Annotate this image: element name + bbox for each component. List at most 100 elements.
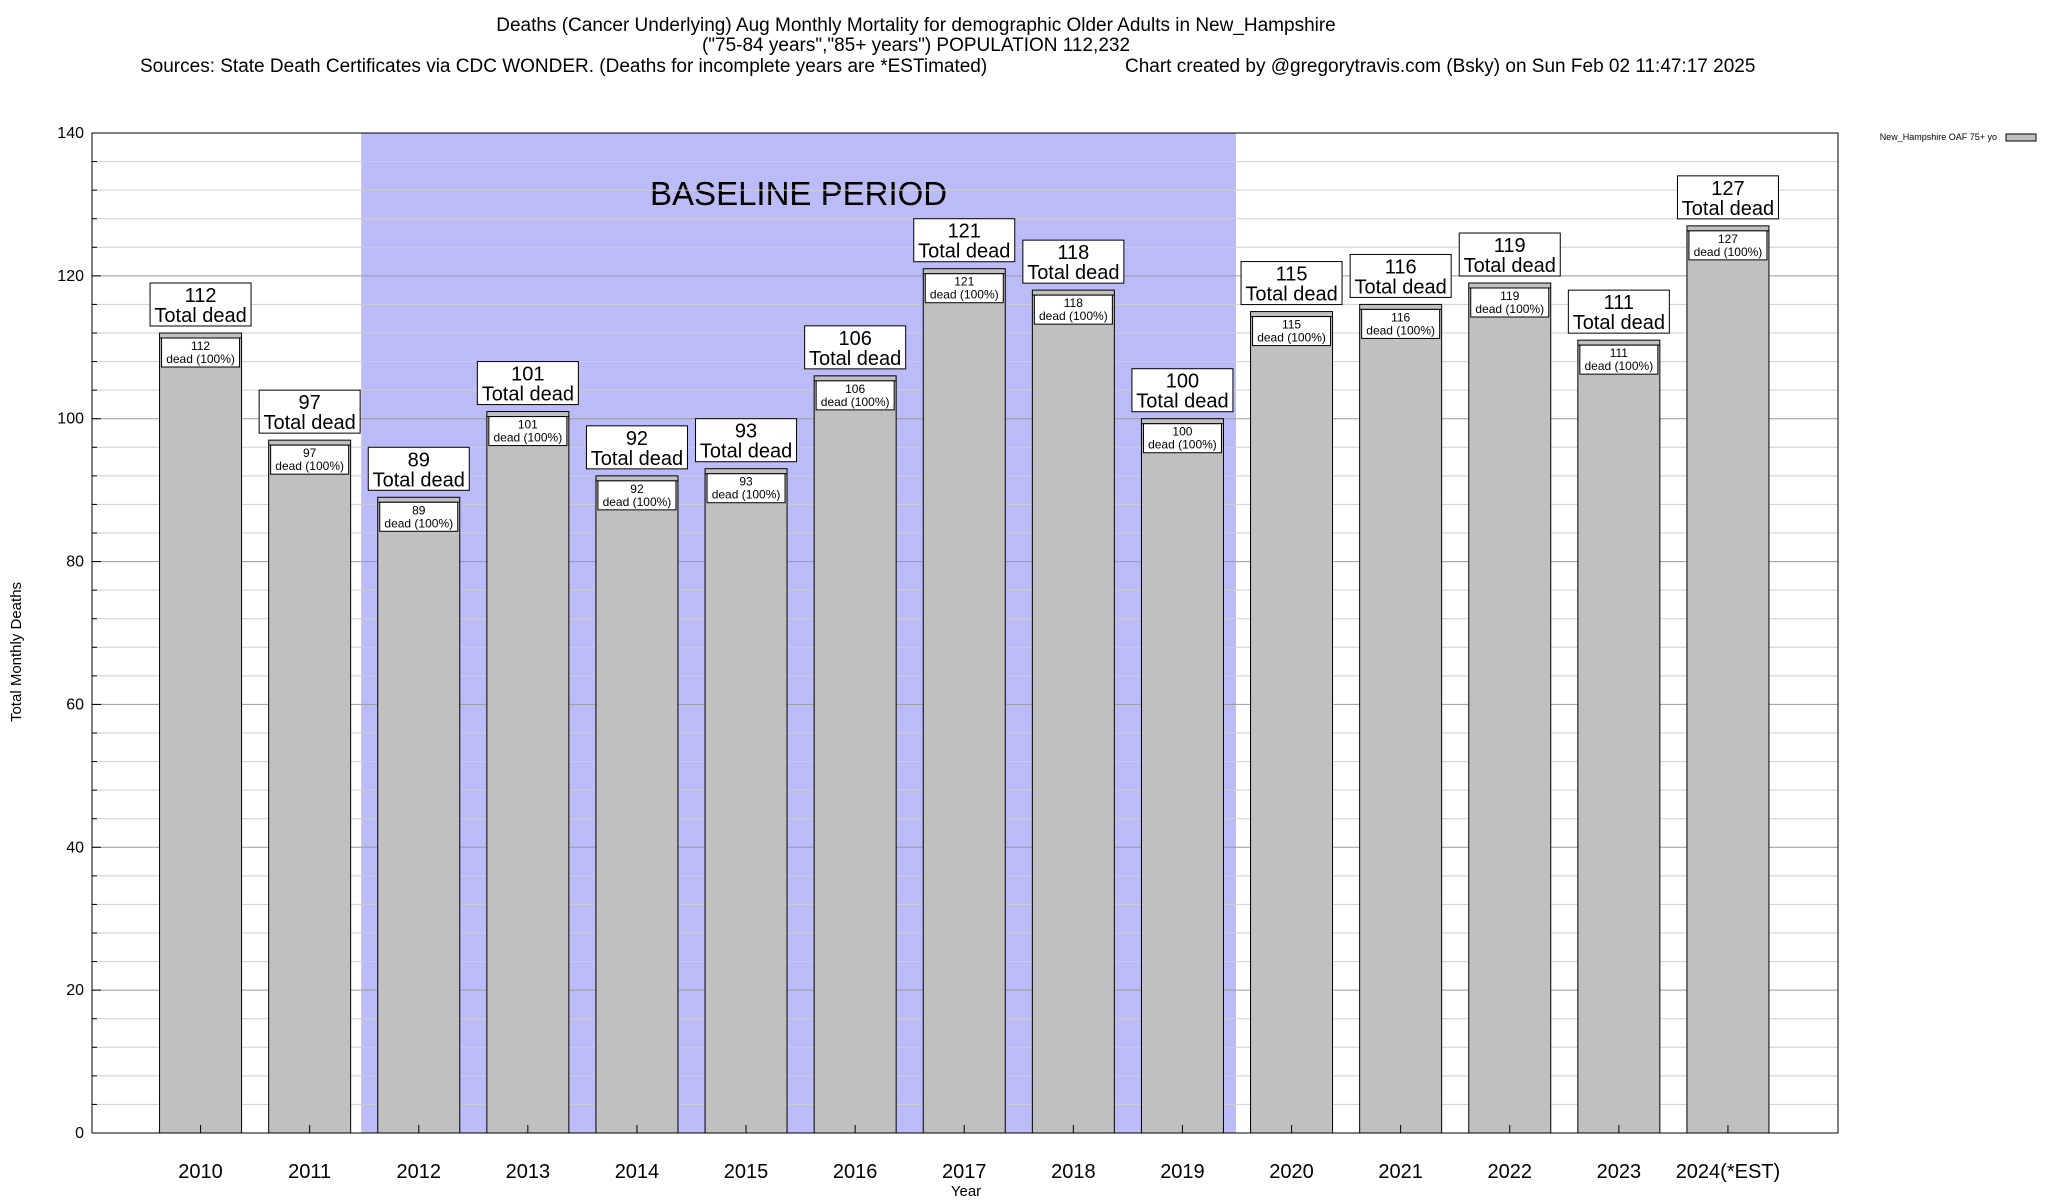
total-dead-label: Total dead <box>591 448 683 470</box>
inner-label-box <box>1579 344 1659 375</box>
inner-dead-label: dead (100%) <box>493 431 562 445</box>
total-label-box <box>1676 175 1779 220</box>
chart-title-line-1: Deaths (Cancer Underlying) Aug Monthly M… <box>496 15 1336 36</box>
x-tick-label: 2010 <box>178 1161 223 1183</box>
total-dead-label: Total dead <box>1355 276 1447 298</box>
y-tick-label: 100 <box>57 411 84 428</box>
total-dead-label: Total dead <box>809 348 901 370</box>
x-tick-label: 2018 <box>1051 1161 1096 1183</box>
inner-value-label: 100 <box>1172 425 1192 439</box>
x-tick-label: 2011 <box>288 1161 331 1183</box>
x-tick-label: 2020 <box>1269 1161 1314 1183</box>
y-tick-label: 0 <box>75 1125 84 1142</box>
bar-2012 <box>377 496 461 1134</box>
inner-dead-label: dead (100%) <box>384 516 453 530</box>
total-label-box <box>258 389 361 434</box>
inner-dead-label: dead (100%) <box>1039 309 1108 323</box>
total-label-box <box>804 325 907 370</box>
inner-dead-label: dead (100%) <box>1694 245 1763 259</box>
chart-sources-line: Sources: State Death Certificates via CD… <box>140 56 987 77</box>
inner-label-box <box>815 380 895 411</box>
bar-2018 <box>1031 289 1115 1134</box>
bar-2013 <box>486 411 570 1134</box>
inner-dead-label: dead (100%) <box>1148 438 1217 452</box>
x-tick-label: 2014 <box>615 1161 660 1183</box>
inner-dead-label: dead (100%) <box>1475 302 1544 316</box>
x-tick-label: 2023 <box>1597 1161 1642 1183</box>
inner-label-box <box>1033 294 1113 325</box>
inner-label-box <box>1361 308 1441 339</box>
total-value-label: 89 <box>408 449 430 471</box>
x-tick-label: 2016 <box>833 1161 878 1183</box>
x-tick-label: 2015 <box>724 1161 769 1183</box>
inner-dead-label: dead (100%) <box>1257 331 1326 345</box>
x-tick-label: 2013 <box>506 1161 551 1183</box>
x-tick-label: 2021 <box>1378 1161 1423 1183</box>
inner-label-box <box>379 501 459 532</box>
inner-value-label: 112 <box>191 339 210 353</box>
total-label-box <box>1567 289 1670 334</box>
total-dead-label: Total dead <box>482 384 574 406</box>
inner-label-box <box>1688 230 1768 261</box>
y-tick-label: 60 <box>66 696 84 713</box>
inner-label-box <box>1252 316 1332 347</box>
inner-value-label: 89 <box>412 503 426 517</box>
total-dead-label: Total dead <box>154 305 246 327</box>
inner-dead-label: dead (100%) <box>1584 359 1653 373</box>
total-dead-label: Total dead <box>918 241 1010 263</box>
x-tick-label: 2022 <box>1488 1161 1533 1183</box>
y-tick-label: 40 <box>66 839 84 856</box>
total-value-label: 97 <box>299 392 321 414</box>
inner-value-label: 93 <box>739 475 753 489</box>
total-value-label: 100 <box>1166 371 1199 393</box>
inner-value-label: 92 <box>630 482 644 496</box>
bar-2023 <box>1577 339 1661 1134</box>
total-label-box <box>1022 239 1125 284</box>
inner-dead-label: dead (100%) <box>166 352 235 366</box>
total-value-label: 127 <box>1711 178 1744 200</box>
inner-label-box <box>706 473 786 504</box>
bar-2016 <box>813 375 897 1134</box>
x-axis-label: Year <box>951 1183 981 1200</box>
total-dead-label: Total dead <box>1027 262 1119 284</box>
y-tick-label: 120 <box>57 268 84 285</box>
x-tick-label: 2017 <box>942 1161 987 1183</box>
inner-value-label: 118 <box>1064 296 1083 310</box>
y-tick-label: 140 <box>57 125 84 142</box>
total-dead-label: Total dead <box>1464 255 1556 277</box>
inner-value-label: 115 <box>1282 318 1301 332</box>
total-dead-label: Total dead <box>264 412 356 434</box>
total-value-label: 119 <box>1494 235 1526 257</box>
bar-2011 <box>268 439 352 1134</box>
total-label-box <box>1349 253 1452 298</box>
inner-value-label: 101 <box>518 418 538 432</box>
inner-dead-label: dead (100%) <box>821 395 890 409</box>
inner-value-label: 106 <box>845 382 865 396</box>
total-label-box <box>1131 368 1234 413</box>
bar-2020 <box>1250 311 1334 1134</box>
total-label-box <box>476 361 579 406</box>
bar-2015 <box>704 468 788 1134</box>
total-value-label: 106 <box>838 328 871 350</box>
inner-dead-label: dead (100%) <box>712 488 781 502</box>
total-value-label: 118 <box>1057 242 1089 264</box>
total-dead-label: Total dead <box>1245 284 1337 306</box>
baseline-period-label: BASELINE PERIOD <box>650 175 947 212</box>
x-tick-label: 2019 <box>1160 1161 1205 1183</box>
inner-dead-label: dead (100%) <box>1366 323 1435 337</box>
inner-label-box <box>488 416 568 447</box>
bar-2017 <box>922 268 1006 1134</box>
bar-2010 <box>159 332 243 1134</box>
total-label-box <box>1240 261 1343 306</box>
total-dead-label: Total dead <box>1682 198 1774 220</box>
total-label-box <box>149 282 252 327</box>
inner-dead-label: dead (100%) <box>275 459 344 473</box>
y-tick-label: 20 <box>66 982 84 999</box>
total-label-box <box>585 425 688 470</box>
plot-frame <box>91 132 1839 1134</box>
total-value-label: 121 <box>948 221 981 243</box>
inner-label-box <box>1142 423 1222 454</box>
title-block: Deaths (Cancer Underlying) Aug Monthly M… <box>140 15 1755 77</box>
